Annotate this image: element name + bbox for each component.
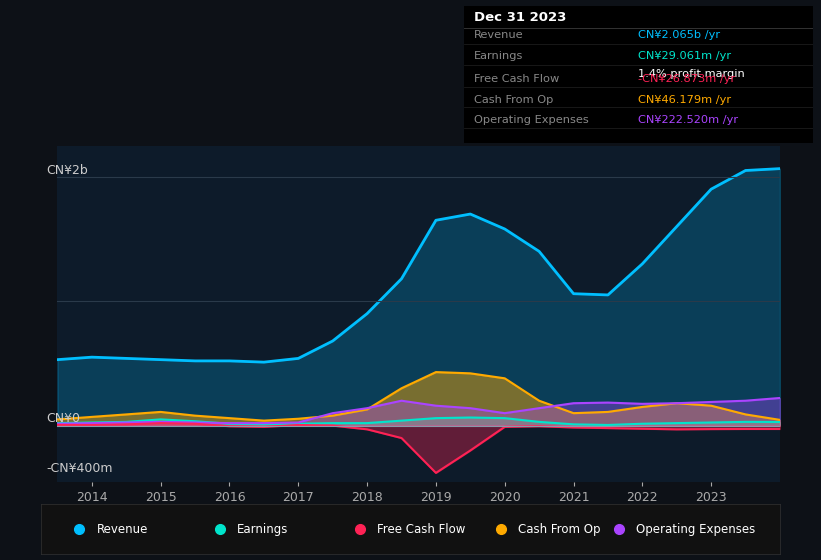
Text: Free Cash Flow: Free Cash Flow <box>475 74 560 84</box>
Text: Revenue: Revenue <box>97 522 148 536</box>
Text: CN¥2b: CN¥2b <box>47 164 89 177</box>
Text: Free Cash Flow: Free Cash Flow <box>377 522 466 536</box>
Text: -CN¥400m: -CN¥400m <box>47 461 113 475</box>
Text: 1.4% profit margin: 1.4% profit margin <box>639 69 745 79</box>
Text: Earnings: Earnings <box>475 51 524 61</box>
Text: Revenue: Revenue <box>475 30 524 40</box>
Text: CN¥2.065b /yr: CN¥2.065b /yr <box>639 30 721 40</box>
Text: -CN¥26.873m /yr: -CN¥26.873m /yr <box>639 74 736 84</box>
Text: Dec 31 2023: Dec 31 2023 <box>475 11 566 24</box>
Text: CN¥46.179m /yr: CN¥46.179m /yr <box>639 95 732 105</box>
Text: CN¥29.061m /yr: CN¥29.061m /yr <box>639 51 732 61</box>
Text: Cash From Op: Cash From Op <box>475 95 553 105</box>
Text: Earnings: Earnings <box>237 522 288 536</box>
Text: CN¥222.520m /yr: CN¥222.520m /yr <box>639 115 738 125</box>
Text: CN¥0: CN¥0 <box>47 412 80 425</box>
Text: Operating Expenses: Operating Expenses <box>475 115 589 125</box>
Text: Cash From Op: Cash From Op <box>518 522 600 536</box>
Text: Operating Expenses: Operating Expenses <box>636 522 755 536</box>
